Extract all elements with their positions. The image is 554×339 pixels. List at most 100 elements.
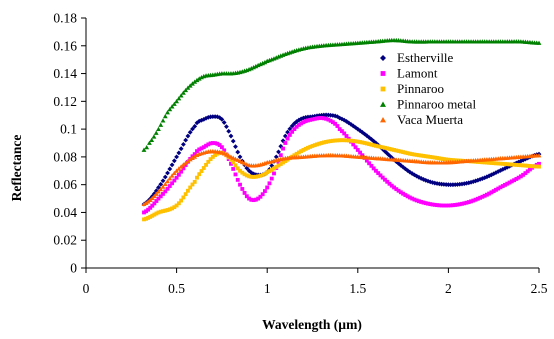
x-tick-label: 2 <box>445 281 452 296</box>
data-point <box>330 120 335 125</box>
data-point <box>187 129 193 135</box>
data-point <box>378 173 383 178</box>
data-point <box>156 189 161 194</box>
data-point <box>142 210 146 215</box>
data-point <box>489 161 494 165</box>
data-point <box>235 177 240 182</box>
data-point <box>251 64 257 70</box>
data-point <box>344 134 349 138</box>
data-point <box>186 188 190 193</box>
data-point <box>258 194 263 199</box>
data-point <box>167 207 172 212</box>
data-point <box>192 79 198 84</box>
data-point <box>231 166 236 171</box>
data-point <box>240 187 245 191</box>
data-point <box>158 181 164 187</box>
data-point <box>201 166 206 170</box>
data-point <box>410 152 415 157</box>
data-point <box>310 114 315 120</box>
data-point <box>473 197 478 202</box>
data-point <box>169 173 175 178</box>
data-point <box>181 195 186 200</box>
data-point <box>303 114 309 120</box>
data-point <box>146 207 151 212</box>
legend-label: Estherville <box>397 50 454 65</box>
data-point <box>151 134 157 139</box>
data-point <box>167 106 173 112</box>
data-point <box>439 156 444 161</box>
data-point <box>213 153 218 158</box>
data-point <box>215 141 220 146</box>
data-point <box>169 104 175 109</box>
data-point <box>247 196 251 201</box>
data-point <box>163 189 168 194</box>
data-point <box>315 142 319 147</box>
data-point <box>285 136 290 141</box>
data-point <box>505 162 510 167</box>
data-point <box>521 163 526 168</box>
data-point <box>208 114 213 120</box>
data-point <box>471 198 476 203</box>
data-point <box>192 154 198 159</box>
data-point <box>518 163 523 168</box>
data-point <box>165 110 170 115</box>
data-point <box>337 138 342 143</box>
data-point <box>405 194 410 199</box>
data-point <box>174 175 179 180</box>
data-point <box>328 112 334 118</box>
data-point <box>360 140 365 145</box>
data-point <box>158 209 163 214</box>
data-point <box>346 138 351 143</box>
data-point <box>498 185 503 190</box>
data-point <box>464 200 469 205</box>
data-point <box>351 142 356 147</box>
data-point <box>161 209 165 214</box>
data-point <box>228 133 234 139</box>
data-point <box>240 170 245 175</box>
data-point <box>480 160 485 165</box>
data-point <box>195 149 199 154</box>
data-point <box>461 181 467 187</box>
data-point <box>185 158 191 163</box>
data-point <box>217 143 222 147</box>
data-point <box>280 138 286 144</box>
data-point <box>405 168 411 173</box>
data-point <box>385 146 390 151</box>
data-point <box>446 157 451 162</box>
data-point <box>358 140 362 144</box>
data-point <box>534 164 539 169</box>
data-point <box>178 146 184 152</box>
data-point <box>148 205 153 210</box>
data-point <box>148 214 153 219</box>
data-point <box>251 175 256 179</box>
y-tick-label: 0.14 <box>53 66 77 81</box>
data-point <box>222 148 227 153</box>
data-point <box>525 163 530 168</box>
data-point <box>335 124 340 128</box>
data-point <box>398 190 403 195</box>
data-point <box>452 182 458 188</box>
data-point <box>412 152 417 157</box>
data-point <box>167 184 172 188</box>
data-point <box>448 203 453 208</box>
data-point <box>498 168 503 173</box>
data-point <box>455 202 460 207</box>
data-point <box>364 141 369 146</box>
data-point <box>185 133 191 139</box>
data-point <box>308 144 313 149</box>
data-point <box>158 194 163 199</box>
data-point <box>380 175 385 180</box>
data-point <box>165 178 170 184</box>
data-point <box>174 98 179 104</box>
data-point <box>516 175 521 180</box>
data-point <box>532 164 537 169</box>
x-tick-label: 1.5 <box>349 281 366 296</box>
data-point <box>152 212 157 217</box>
data-point <box>353 139 358 144</box>
data-point <box>394 148 399 153</box>
data-point <box>383 145 387 150</box>
data-point <box>417 199 421 204</box>
data-point <box>169 162 175 168</box>
data-point <box>475 196 480 201</box>
